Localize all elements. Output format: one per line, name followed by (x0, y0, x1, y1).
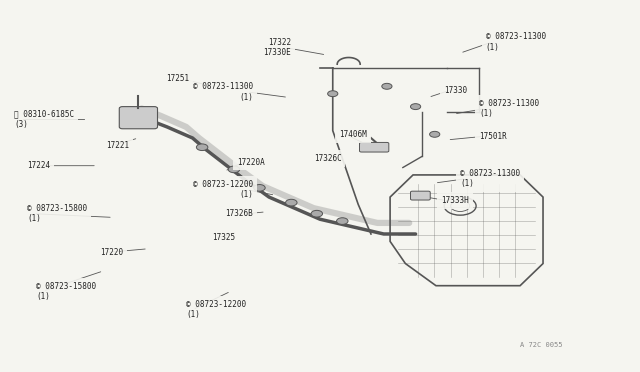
Text: 17330: 17330 (444, 86, 467, 94)
Ellipse shape (311, 211, 323, 217)
Text: © 08723-11300
(1): © 08723-11300 (1) (479, 99, 540, 118)
Text: A 72C 0055: A 72C 0055 (520, 343, 562, 349)
Ellipse shape (196, 144, 208, 151)
Ellipse shape (285, 199, 297, 206)
Text: 17322
17330E: 17322 17330E (264, 38, 291, 57)
Text: 17224: 17224 (27, 161, 50, 170)
Ellipse shape (410, 104, 420, 110)
Text: Ⓢ 08310-6185C
(3): Ⓢ 08310-6185C (3) (14, 110, 74, 129)
Text: © 08723-15800
(1): © 08723-15800 (1) (27, 204, 87, 224)
Text: © 08723-12200
(1): © 08723-12200 (1) (186, 300, 246, 320)
Text: 17501R: 17501R (479, 132, 507, 141)
Text: 17326B: 17326B (225, 209, 253, 218)
Text: © 08723-15800
(1): © 08723-15800 (1) (36, 282, 97, 301)
Text: 17325: 17325 (212, 233, 235, 242)
Ellipse shape (328, 91, 338, 97)
Text: © 08723-11300
(1): © 08723-11300 (1) (486, 32, 546, 52)
Text: © 08723-11300
(1): © 08723-11300 (1) (193, 82, 253, 102)
Text: 17326C: 17326C (314, 154, 341, 163)
Text: 17333H: 17333H (441, 196, 469, 205)
Text: 17221: 17221 (106, 141, 130, 150)
FancyBboxPatch shape (360, 142, 389, 152)
Ellipse shape (429, 131, 440, 137)
Text: © 08723-11300
(1): © 08723-11300 (1) (460, 169, 520, 188)
Text: 17220A: 17220A (237, 157, 265, 167)
Ellipse shape (382, 83, 392, 89)
Text: 17251: 17251 (166, 74, 189, 83)
Text: © 08723-12200
(1): © 08723-12200 (1) (193, 180, 253, 199)
Ellipse shape (337, 218, 348, 224)
Text: 17220: 17220 (100, 248, 124, 257)
Ellipse shape (228, 166, 240, 173)
FancyBboxPatch shape (119, 107, 157, 129)
FancyBboxPatch shape (410, 191, 430, 200)
Text: 17406M: 17406M (339, 130, 367, 139)
Ellipse shape (253, 185, 265, 191)
